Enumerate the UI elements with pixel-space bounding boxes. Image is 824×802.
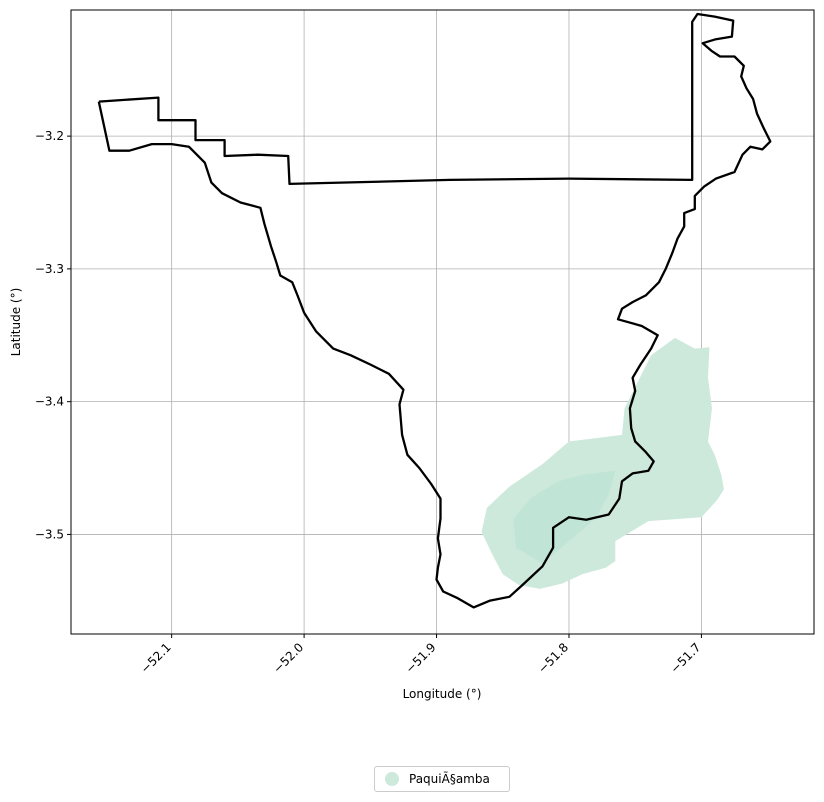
legend-entry-label: PaquiÃ§amba xyxy=(409,772,490,786)
legend-swatch xyxy=(385,772,399,786)
y-tick-label: −3.2 xyxy=(35,129,64,143)
y-axis-label: Latitude (°) xyxy=(9,288,23,357)
y-tick-label: −3.3 xyxy=(35,262,64,276)
x-axis-label: Longitude (°) xyxy=(403,687,482,701)
grid-lines xyxy=(71,10,814,634)
y-axis-ticks: −3.2 −3.3 −3.4 −3.5 xyxy=(35,129,71,541)
plot-frame xyxy=(70,9,815,635)
y-tick-label: −3.4 xyxy=(35,395,64,409)
y-tick-label: −3.5 xyxy=(35,527,64,541)
territory-paquicamba-inner-area xyxy=(513,470,616,564)
boundary-outline xyxy=(97,12,772,609)
legend: PaquiÃ§amba xyxy=(374,766,510,792)
